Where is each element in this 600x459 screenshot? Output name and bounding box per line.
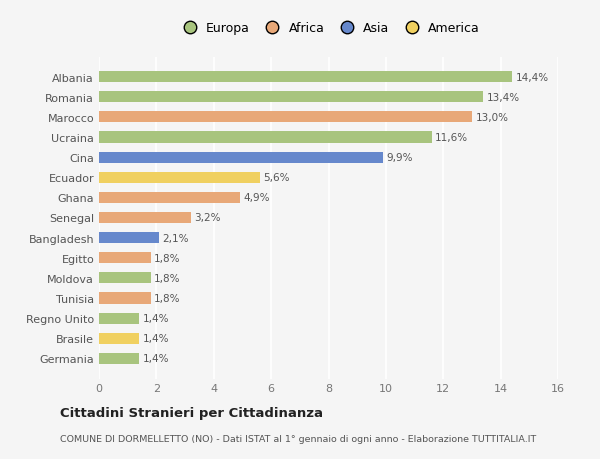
Bar — [99, 252, 151, 264]
Text: 5,6%: 5,6% — [263, 173, 290, 183]
Legend: Europa, Africa, Asia, America: Europa, Africa, Asia, America — [177, 22, 480, 35]
Text: 14,4%: 14,4% — [515, 73, 548, 83]
Text: 13,4%: 13,4% — [487, 93, 520, 102]
Text: COMUNE DI DORMELLETTO (NO) - Dati ISTAT al 1° gennaio di ogni anno - Elaborazion: COMUNE DI DORMELLETTO (NO) - Dati ISTAT … — [60, 434, 536, 443]
Bar — [99, 313, 139, 324]
Text: 3,2%: 3,2% — [194, 213, 221, 223]
Bar — [99, 172, 260, 184]
Bar — [99, 333, 139, 344]
Bar — [99, 72, 512, 83]
Bar — [99, 92, 484, 103]
Text: 1,8%: 1,8% — [154, 293, 181, 303]
Bar — [99, 192, 239, 203]
Text: Cittadini Stranieri per Cittadinanza: Cittadini Stranieri per Cittadinanza — [60, 406, 323, 419]
Bar — [99, 353, 139, 364]
Text: 4,9%: 4,9% — [243, 193, 269, 203]
Text: 1,4%: 1,4% — [143, 353, 169, 364]
Text: 1,8%: 1,8% — [154, 253, 181, 263]
Bar — [99, 273, 151, 284]
Bar — [99, 112, 472, 123]
Text: 1,4%: 1,4% — [143, 313, 169, 324]
Bar — [99, 293, 151, 304]
Text: 9,9%: 9,9% — [386, 153, 413, 163]
Bar — [99, 152, 383, 163]
Bar — [99, 213, 191, 224]
Text: 13,0%: 13,0% — [475, 112, 508, 123]
Text: 1,4%: 1,4% — [143, 334, 169, 343]
Bar — [99, 132, 432, 143]
Text: 2,1%: 2,1% — [163, 233, 189, 243]
Text: 11,6%: 11,6% — [435, 133, 469, 143]
Bar — [99, 233, 159, 244]
Text: 1,8%: 1,8% — [154, 273, 181, 283]
